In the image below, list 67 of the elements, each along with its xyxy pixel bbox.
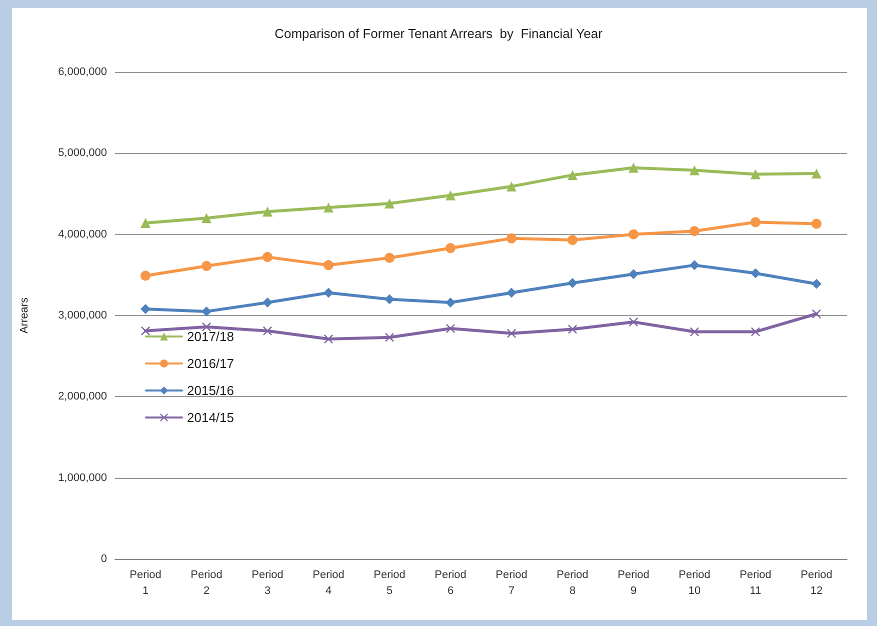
point: [750, 169, 760, 180]
point: [324, 260, 334, 270]
x-tick-label: Period 4: [312, 569, 344, 597]
point: [140, 270, 150, 281]
point: [690, 165, 700, 176]
point: [812, 278, 822, 289]
legend-label: 2016/17: [187, 356, 234, 371]
point: [507, 328, 516, 338]
x-tick-label: Period 11: [740, 569, 772, 597]
y-tick-label: 3,000,000: [58, 310, 107, 322]
chart-title: Comparison of Former Tenant Arrears by Financial Year: [274, 26, 604, 41]
point: [506, 288, 516, 298]
point: [750, 217, 760, 228]
point: [506, 233, 516, 244]
point: [446, 298, 456, 308]
x-tick-label: Period 6: [434, 569, 466, 597]
point: [324, 202, 334, 213]
legend-label: 2014/15: [187, 410, 234, 425]
point: [202, 322, 211, 332]
point: [384, 198, 394, 208]
point: [751, 327, 760, 336]
point: [446, 190, 456, 200]
point: [568, 324, 577, 334]
point: [628, 269, 638, 280]
point: [750, 268, 760, 278]
point: [812, 218, 822, 229]
point: [690, 226, 700, 236]
y-axis-title: Arrears: [18, 296, 30, 334]
x-tick-label: Period 5: [374, 569, 406, 597]
point: [384, 294, 394, 304]
point: [628, 162, 638, 173]
x-tick-label: Period 7: [496, 569, 528, 597]
y-tick-label: 5,000,000: [58, 147, 107, 160]
point: [262, 206, 272, 217]
point: [690, 260, 700, 270]
x-tick-label: Period 1: [130, 569, 162, 597]
y-tick-label: 2,000,000: [58, 390, 107, 403]
point: [568, 235, 578, 246]
y-tick-label: 0: [100, 553, 107, 565]
y-tick-label: 6,000,000: [58, 66, 107, 78]
x-tick-label: Period 2: [190, 569, 222, 597]
point: [690, 327, 699, 336]
x-tick-label: Period 3: [252, 569, 284, 597]
point: [202, 213, 212, 224]
point: [812, 168, 822, 178]
x-tick-label: Period 8: [556, 569, 588, 597]
x-tick-label: Period 10: [678, 569, 710, 597]
point: [568, 278, 578, 288]
y-tick-label: 1,000,000: [58, 472, 107, 484]
y-tick-label: 4,000,000: [58, 228, 107, 240]
point: [140, 218, 150, 228]
legend-label: 2017/18: [187, 329, 234, 344]
point: [446, 243, 456, 254]
point: [202, 306, 212, 316]
point: [506, 181, 516, 192]
point: [628, 229, 638, 240]
point: [384, 252, 394, 263]
legend-label: 2015/16: [187, 383, 234, 398]
point: [568, 170, 578, 180]
point: [324, 288, 334, 298]
x-tick-label: Period 12: [800, 569, 832, 597]
point: [202, 260, 212, 271]
x-tick-label: Period 9: [618, 569, 650, 597]
point: [812, 309, 821, 318]
point: [262, 298, 272, 308]
point: [140, 304, 150, 314]
point: [262, 252, 272, 262]
